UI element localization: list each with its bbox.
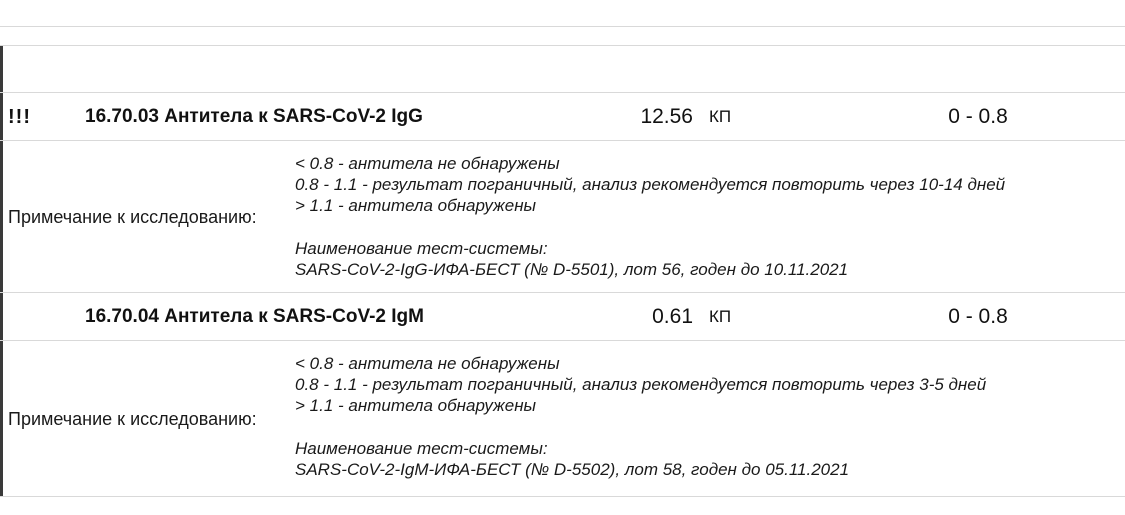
note-row-igg: Примечание к исследованию: < 0.8 - антит…	[0, 141, 1125, 293]
note-interpretation-line: < 0.8 - антитела не обнаружены	[295, 154, 560, 173]
note-row-igm: Примечание к исследованию: < 0.8 - антит…	[0, 341, 1125, 497]
note-interpretation-line: > 1.1 - антитела обнаружены	[295, 396, 537, 415]
reference-range-igg: 0 - 0.8	[948, 105, 1008, 128]
note-spacer	[295, 216, 1115, 238]
abnormal-flag-igg: !!!	[8, 106, 31, 128]
test-name-igg: 16.70.03 Антитела к SARS-CoV-2 IgG	[85, 106, 423, 127]
note-label-igm: Примечание к исследованию:	[8, 408, 257, 429]
reference-range-igm: 0 - 0.8	[948, 305, 1008, 328]
test-name-igm: 16.70.04 Антитела к SARS-CoV-2 IgM	[85, 306, 424, 327]
test-unit-igm: КП	[709, 307, 732, 326]
note-interpretation-line: > 1.1 - антитела обнаружены	[295, 196, 537, 215]
test-system-value-igg: SARS-CoV-2-IgG-ИФА-БЕСТ (№ D-5501), лот …	[295, 260, 849, 279]
spacer-row	[0, 0, 1125, 27]
test-system-value-igm: SARS-CoV-2-IgM-ИФА-БЕСТ (№ D-5502), лот …	[295, 460, 850, 479]
test-unit-igg: КП	[709, 107, 732, 126]
test-system-heading-igg: Наименование тест-системы:	[295, 239, 548, 258]
test-system-heading-igm: Наименование тест-системы:	[295, 439, 548, 458]
test-value-igg: 12.56	[640, 105, 693, 128]
note-body-igm: < 0.8 - антитела не обнаружены 0.8 - 1.1…	[295, 353, 1115, 480]
note-spacer	[295, 416, 1115, 438]
note-interpretation-line: 0.8 - 1.1 - результат пограничный, анали…	[295, 175, 1006, 194]
spacer-row	[0, 27, 1125, 46]
test-value-igm: 0.61	[652, 305, 693, 328]
spacer-row	[0, 46, 1125, 93]
result-row-igg[interactable]: !!! 16.70.03 Антитела к SARS-CoV-2 IgG 1…	[0, 93, 1125, 141]
result-row-igm[interactable]: 16.70.04 Антитела к SARS-CoV-2 IgM 0.61 …	[0, 293, 1125, 341]
note-interpretation-line: 0.8 - 1.1 - результат пограничный, анали…	[295, 375, 987, 394]
note-interpretation-line: < 0.8 - антитела не обнаружены	[295, 354, 560, 373]
note-label-igg: Примечание к исследованию:	[8, 206, 257, 227]
note-body-igg: < 0.8 - антитела не обнаружены 0.8 - 1.1…	[295, 153, 1115, 280]
